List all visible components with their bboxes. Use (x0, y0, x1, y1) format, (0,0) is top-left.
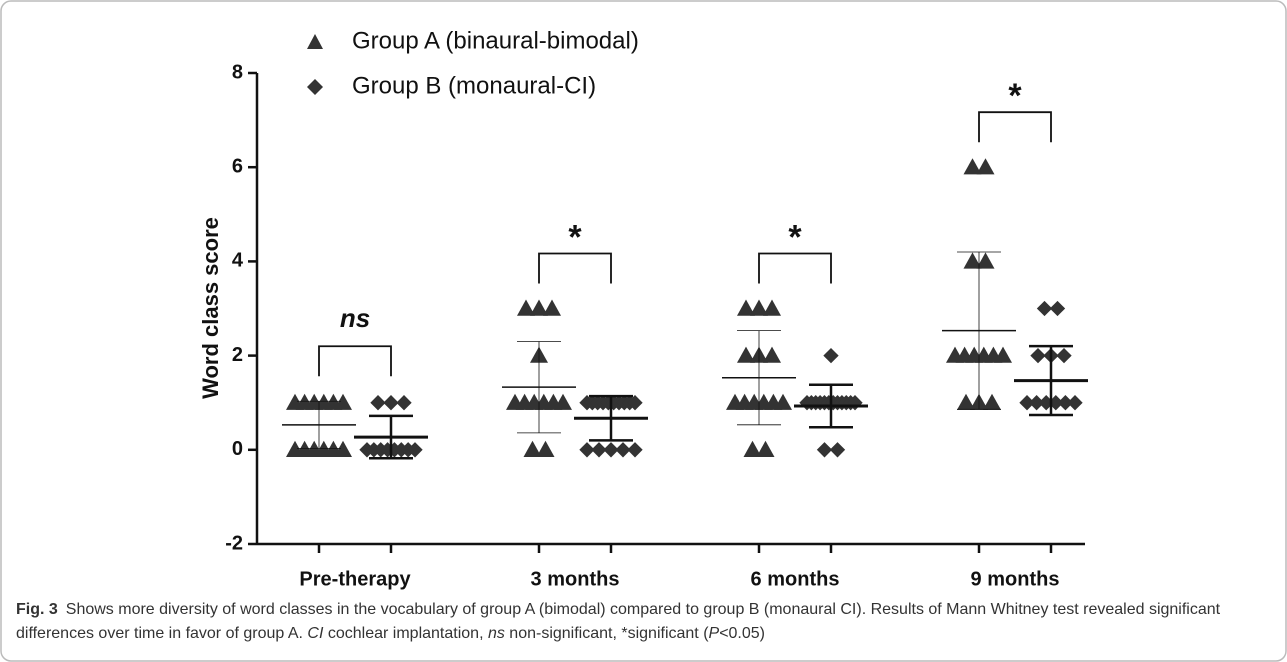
data-point (829, 442, 846, 458)
y-axis-title: Word class score (198, 217, 223, 399)
data-point (1038, 395, 1054, 411)
x-tick-label: 6 months (751, 568, 840, 590)
y-tick-label: 2 (232, 344, 243, 366)
data-point (536, 440, 555, 457)
data-point (976, 158, 995, 175)
significance-bracket (318, 345, 392, 377)
significance-bracket (538, 252, 612, 284)
caption-label: Fig. 3 (16, 601, 58, 618)
legend-marker (307, 79, 323, 95)
caption-text: P (708, 625, 720, 642)
data-point (627, 442, 643, 458)
significance-bracket (758, 252, 832, 284)
data-point (579, 442, 595, 458)
legend-label: Group A (binaural-bimodal) (352, 27, 639, 54)
data-point (743, 440, 762, 457)
data-point (737, 346, 755, 363)
significance-label: * (1008, 77, 1022, 115)
y-tick-label: 0 (232, 438, 243, 460)
data-point (1036, 300, 1053, 317)
data-point (334, 440, 352, 457)
data-point (543, 299, 561, 316)
y-tick-label: 6 (232, 155, 243, 177)
data-point (823, 347, 839, 364)
data-point (383, 395, 399, 411)
data-point (983, 393, 1001, 410)
x-tick-label: 9 months (971, 568, 1060, 590)
legend-label: Group B (monaural-CI) (352, 72, 596, 99)
significance-bracket (978, 111, 1052, 143)
caption-text: cochlear implantation, (323, 625, 488, 642)
data-point (1048, 395, 1064, 411)
data-point (523, 440, 542, 457)
significance-label: * (568, 218, 582, 256)
y-tick-label: 4 (232, 250, 244, 272)
data-point (396, 395, 412, 411)
caption-text: non-significant, *significant ( (504, 625, 709, 642)
data-point (1057, 395, 1074, 411)
data-point (1049, 300, 1066, 317)
data-point (554, 393, 572, 410)
data-point (407, 442, 423, 458)
data-point (370, 395, 386, 411)
data-point (615, 442, 631, 458)
data-point (603, 442, 619, 458)
data-point (994, 346, 1012, 363)
data-point (763, 346, 781, 363)
data-point (627, 395, 643, 411)
data-point (530, 299, 548, 316)
y-tick-label: 8 (232, 61, 243, 83)
caption-text: Shows more diversity of word classes in … (16, 601, 1221, 642)
data-point (1067, 395, 1083, 411)
data-point (816, 442, 833, 458)
data-point (1030, 347, 1046, 364)
data-point (1028, 395, 1045, 411)
caption-text: ns (487, 625, 505, 642)
data-point (963, 252, 982, 269)
x-tick-label: Pre-therapy (299, 568, 411, 590)
data-point (756, 440, 775, 457)
caption-text: CI (307, 625, 324, 642)
data-point (963, 158, 982, 175)
data-point (750, 299, 768, 316)
data-point (517, 299, 535, 316)
x-tick-label: 3 months (531, 568, 620, 590)
significance-label: ns (340, 303, 370, 333)
y-tick-label: -2 (225, 532, 243, 554)
legend-marker (307, 34, 323, 49)
data-point (976, 252, 995, 269)
data-point (591, 442, 607, 458)
data-point (1056, 347, 1072, 364)
data-point (774, 393, 792, 410)
significance-label: * (788, 218, 802, 256)
caption-text: <0.05) (719, 625, 765, 642)
caption: Fig. 3 Shows more diversity of word class… (16, 598, 1271, 646)
data-point (334, 393, 352, 410)
data-point (737, 299, 755, 316)
data-point (957, 393, 975, 410)
data-point (1019, 395, 1035, 411)
data-point (763, 299, 781, 316)
